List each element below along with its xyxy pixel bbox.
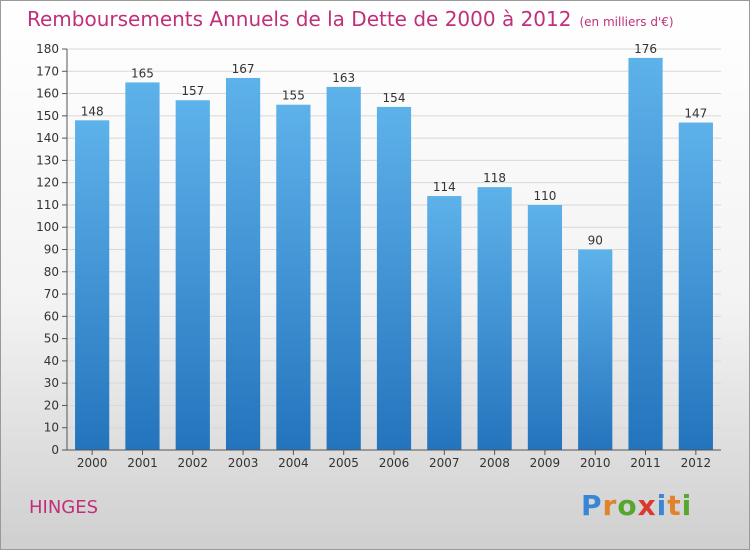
y-tick-label: 50 — [44, 332, 59, 346]
bar-2004 — [276, 104, 311, 450]
data-label-2008: 118 — [483, 171, 506, 185]
data-label-2007: 114 — [433, 180, 456, 194]
x-tick-label-2004: 2004 — [278, 456, 309, 470]
data-label-2005: 163 — [332, 71, 355, 85]
data-label-2010: 90 — [588, 234, 603, 248]
bar-2009 — [527, 204, 563, 450]
chart-title: Remboursements Annuels de la Dette de 20… — [27, 7, 674, 31]
data-label-2001: 165 — [131, 66, 154, 80]
bar-2000 — [75, 120, 110, 451]
x-tick-label-2005: 2005 — [328, 456, 359, 470]
bar-2007 — [427, 196, 462, 450]
x-tick-label-2000: 2000 — [77, 456, 108, 470]
y-tick-label: 40 — [44, 354, 59, 368]
data-label-2012: 147 — [684, 107, 707, 121]
y-tick-label: 100 — [36, 220, 59, 234]
y-tick-label: 150 — [36, 109, 59, 123]
bar-2006 — [376, 106, 412, 450]
x-tick-label-2003: 2003 — [228, 456, 259, 470]
logo-letter: P — [581, 489, 603, 522]
bar-2012 — [678, 122, 713, 451]
bar-2002 — [175, 100, 210, 450]
bar-2010 — [578, 249, 613, 450]
title-text: Remboursements Annuels de la Dette de 20… — [27, 7, 572, 31]
y-tick-label: 60 — [44, 309, 59, 323]
x-tick-label-2001: 2001 — [127, 456, 158, 470]
logo-letter: x — [637, 489, 657, 522]
axes: 0 10 20 30 40 50 60 70 80 90 100 110 120 130 140 150 160… — [36, 42, 721, 470]
logo-letter: o — [617, 489, 638, 522]
data-label-2002: 157 — [181, 84, 204, 98]
bars: 148 165 157 167 155 163 154 114 118 110 90 176 147 — [75, 42, 713, 451]
data-label-2009: 110 — [533, 189, 556, 203]
bar-2001 — [125, 82, 160, 451]
bar-2003 — [225, 77, 261, 450]
x-tick-label-2006: 2006 — [379, 456, 410, 470]
logo-letter: i — [656, 489, 668, 522]
y-tick-label: 120 — [36, 176, 59, 190]
x-tick-label-2002: 2002 — [177, 456, 208, 470]
data-label-2003: 167 — [232, 62, 255, 76]
y-tick-label: 30 — [44, 376, 59, 390]
bar-2011 — [628, 57, 663, 451]
bar-2005 — [326, 86, 361, 450]
x-tick-label-2012: 2012 — [681, 456, 712, 470]
y-tick-label: 180 — [36, 42, 59, 56]
y-tick-label: 20 — [44, 398, 59, 412]
logo-letter: t — [667, 489, 682, 522]
data-label-2000: 148 — [81, 104, 104, 118]
y-tick-label: 160 — [36, 87, 59, 101]
x-tick-label-2008: 2008 — [479, 456, 510, 470]
brand-logo: Proxiti — [581, 489, 692, 522]
y-tick-label: 130 — [36, 153, 59, 167]
logo-letter: i — [681, 489, 693, 522]
y-tick-label: 170 — [36, 64, 59, 78]
y-tick-label: 70 — [44, 287, 59, 301]
data-label-2006: 154 — [383, 91, 406, 105]
y-tick-label: 110 — [36, 198, 59, 212]
y-tick-label: 10 — [44, 421, 59, 435]
x-tick-label-2011: 2011 — [630, 456, 661, 470]
y-tick-label: 0 — [51, 443, 59, 457]
y-tick-label: 140 — [36, 131, 59, 145]
x-tick-label-2010: 2010 — [580, 456, 611, 470]
y-tick-label: 80 — [44, 265, 59, 279]
place-name: HINGES — [29, 497, 99, 518]
logo-letter: r — [602, 489, 618, 522]
bar-2008 — [477, 187, 512, 450]
unit-note: (en milliers d'€) — [579, 15, 674, 29]
data-label-2004: 155 — [282, 89, 305, 103]
y-tick-label: 90 — [44, 243, 59, 257]
x-tick-label-2009: 2009 — [530, 456, 561, 470]
data-label-2011: 176 — [634, 42, 657, 56]
x-tick-label-2007: 2007 — [429, 456, 460, 470]
